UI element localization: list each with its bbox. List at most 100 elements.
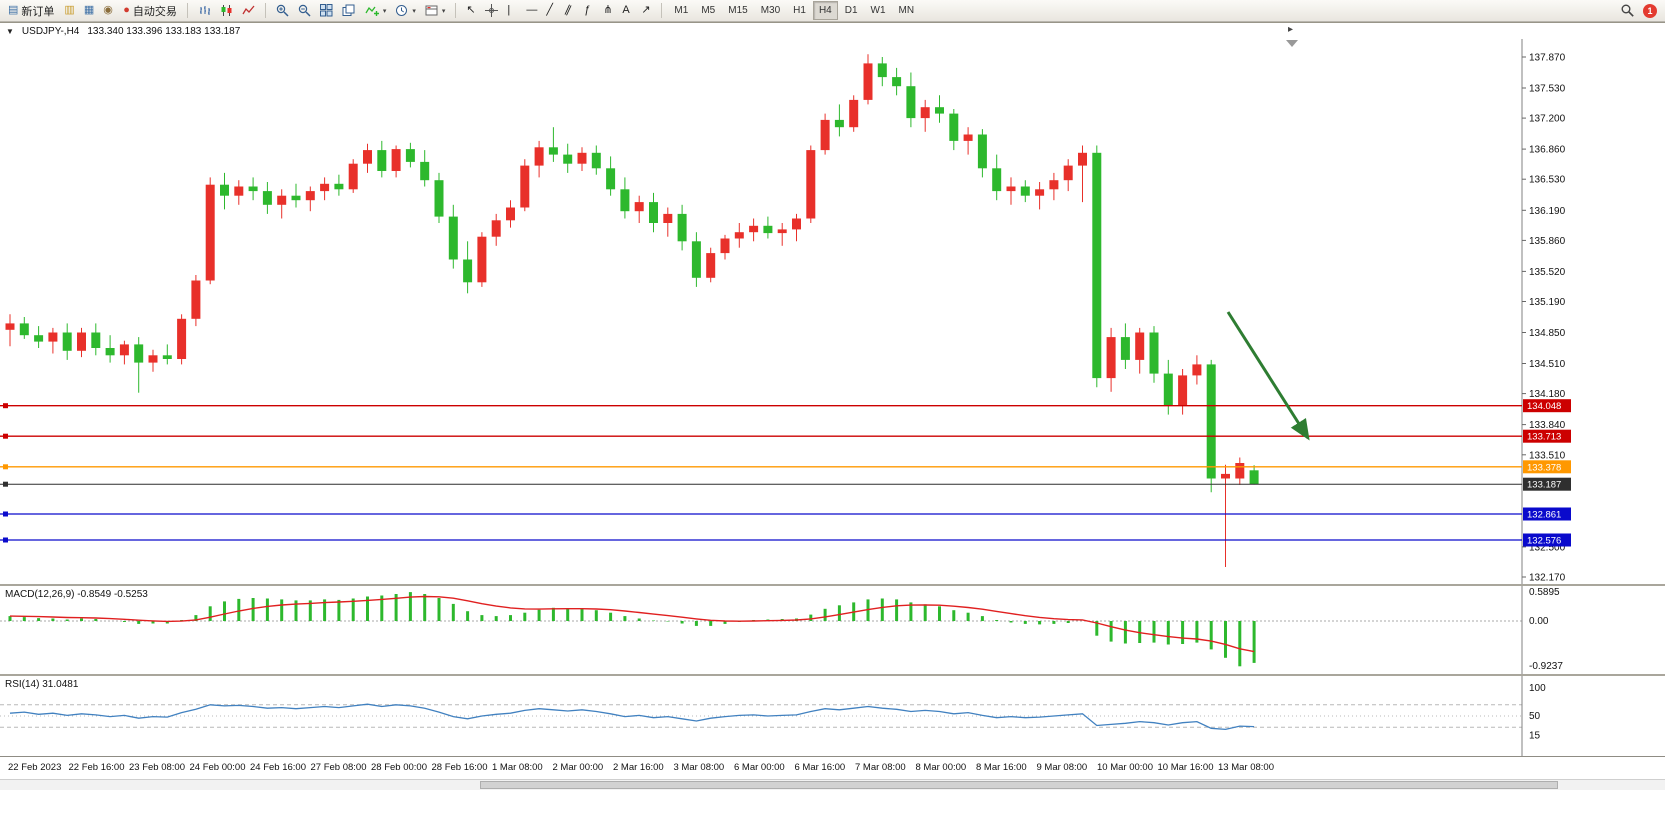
price-chart[interactable]: 137.870 137.530 137.200 136.860 136.530 136.1… (0, 38, 1665, 584)
candle (477, 232, 487, 287)
bar-chart-icon (198, 4, 211, 17)
notification-badge[interactable]: 1 (1643, 3, 1657, 18)
time-axis-label: 10 Mar 00:00 (1097, 762, 1153, 773)
candle (1178, 369, 1188, 415)
indicators-button[interactable]: ▾ (361, 1, 391, 20)
trend-arrow-annotation[interactable] (1226, 311, 1310, 441)
bar-chart-button[interactable] (194, 1, 215, 20)
arrows-icon: ↗ (641, 4, 651, 16)
time-axis-label: 22 Feb 16:00 (68, 762, 125, 773)
candlestick-button[interactable] (216, 1, 237, 20)
candle (220, 172, 229, 210)
time-axis-label: 23 Feb 08:00 (129, 762, 185, 773)
pitchfork-button[interactable]: ⋔ (599, 1, 617, 20)
rsi-panel[interactable]: 100 50 15 (0, 676, 1665, 756)
price-badge-label: 133.378 (1527, 462, 1561, 473)
periods-icon (395, 4, 408, 17)
horizontal-scrollbar[interactable] (0, 779, 1665, 790)
candle (320, 177, 330, 201)
price-badge (1523, 429, 1571, 443)
candle (563, 143, 573, 173)
candle (734, 223, 744, 248)
zoom-in-icon (276, 4, 289, 17)
market-watch-icon: ▥ (64, 4, 75, 16)
candle (491, 213, 501, 246)
arrows-button[interactable]: ↗ (637, 1, 655, 20)
chevron-down-icon: ▾ (382, 7, 387, 15)
timeframe-h4-button[interactable]: H4 (812, 1, 838, 20)
templates-button[interactable]: ▾ (421, 1, 450, 20)
chart-window-button[interactable]: ▦ (80, 1, 98, 20)
chart-symbol-title: USDJPY-,H4 (21, 25, 80, 37)
search-button[interactable] (1617, 1, 1638, 20)
macd-signal-line (9, 595, 1255, 653)
candle (992, 154, 1002, 201)
time-axis-label: 27 Feb 08:00 (310, 762, 367, 773)
panel-splitter[interactable] (0, 584, 1665, 586)
toolbar-overflow-chevron[interactable]: ▸ (1288, 24, 1294, 35)
candle (305, 186, 315, 212)
timeframe-m15-button[interactable]: M15 (722, 1, 753, 20)
crosshair-button[interactable] (481, 1, 502, 20)
main-toolbar: ▤ 新订单 ▥ ▦ ◉ ● 自动交易 ▾ ▾ ▾ ↖ | ― ╱ ∥ ƒ ⋔ A ↗ M1 M5 M15 M3… (0, 0, 1665, 22)
level-handle[interactable] (3, 511, 8, 517)
autotrading-button[interactable]: ● 自动交易 (119, 1, 181, 20)
timeframe-h1-button[interactable]: H1 (787, 1, 812, 20)
candle (77, 327, 86, 358)
candle (1063, 159, 1073, 192)
candle (577, 147, 587, 171)
timeframe-m5-button[interactable]: M5 (695, 1, 721, 20)
macd-axis-label: -0.9237 (1529, 661, 1563, 672)
level-handle[interactable] (3, 464, 8, 470)
tile-windows-button[interactable] (316, 1, 337, 20)
channel-button[interactable]: ∥ (561, 1, 579, 20)
trendline-button[interactable]: ╱ (542, 1, 560, 20)
candle (1149, 326, 1159, 383)
zoom-in-button[interactable] (272, 1, 293, 20)
time-axis-label: 24 Feb 16:00 (250, 762, 306, 773)
candle (448, 204, 458, 269)
price-axis-label: 135.190 (1529, 297, 1566, 308)
candle (720, 234, 730, 260)
candle (706, 247, 716, 283)
candle (763, 216, 773, 239)
timeframe-w1-button[interactable]: W1 (865, 1, 892, 20)
candle (377, 140, 387, 178)
vertical-line-button[interactable]: | (503, 1, 521, 20)
timeframe-m1-button[interactable]: M1 (668, 1, 694, 20)
panel-splitter[interactable] (0, 674, 1665, 676)
level-handle[interactable] (3, 403, 8, 409)
new-order-button[interactable]: ▤ 新订单 (4, 1, 58, 20)
candle (691, 232, 701, 287)
candle (606, 156, 616, 196)
macd-panel[interactable]: 0.5895 0.00 -0.9237 (0, 586, 1665, 674)
candle (1249, 465, 1259, 485)
timeframe-d1-button[interactable]: D1 (839, 1, 864, 20)
timeframe-mn-button[interactable]: MN (893, 1, 921, 20)
line-chart-button[interactable] (238, 1, 259, 20)
toolbar-separator (455, 3, 457, 18)
horizontal-line-button[interactable]: ― (522, 1, 541, 20)
market-watch-button[interactable]: ▥ (60, 1, 78, 20)
periods-button[interactable]: ▾ (391, 1, 420, 20)
zoom-out-button[interactable] (294, 1, 315, 20)
one-click-trading-arrow-icon[interactable]: ▼ (6, 26, 14, 36)
level-handle[interactable] (3, 481, 8, 487)
level-handle[interactable] (3, 537, 8, 543)
text-button[interactable]: A (618, 1, 636, 20)
navigator-button[interactable]: ◉ (99, 1, 117, 20)
price-badge (1523, 460, 1571, 474)
candle (262, 182, 272, 214)
candle (820, 113, 830, 155)
fibonacci-button[interactable]: ƒ (580, 1, 598, 20)
scrollbar-thumb[interactable] (480, 781, 1558, 789)
cascade-windows-button[interactable] (338, 1, 359, 20)
candle (291, 183, 301, 208)
time-axis-label: 22 Feb 2023 (8, 762, 62, 773)
candle (1206, 359, 1216, 493)
candle (963, 127, 973, 155)
price-axis-label: 136.190 (1529, 206, 1566, 217)
cursor-button[interactable]: ↖ (462, 1, 480, 20)
level-handle[interactable] (3, 433, 8, 439)
timeframe-m30-button[interactable]: M30 (755, 1, 786, 20)
